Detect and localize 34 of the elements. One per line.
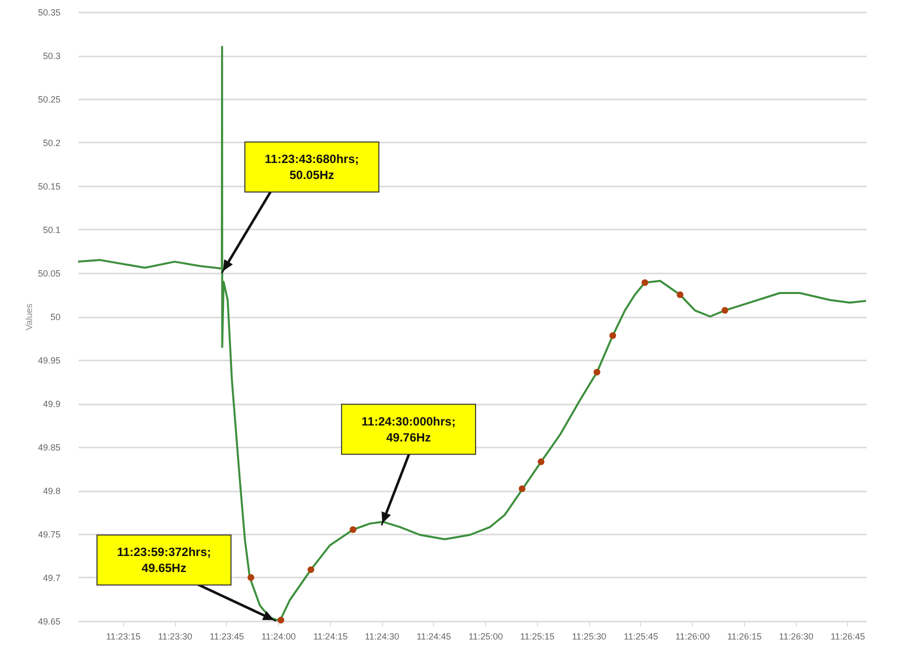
x-tick-label: 11:24:45 bbox=[416, 632, 452, 642]
x-tick-label: 11:25:30 bbox=[572, 632, 606, 642]
y-tick-label: 50 bbox=[50, 312, 60, 322]
x-tick-label: 11:24:15 bbox=[313, 632, 348, 642]
x-tick-label: 11:26:15 bbox=[727, 632, 762, 642]
y-tick-label: 49.65 bbox=[38, 616, 60, 626]
x-tick-label: 11:23:15 bbox=[106, 632, 141, 642]
x-tick-label: 11:24:00 bbox=[261, 632, 296, 642]
y-tick-label: 50.1 bbox=[42, 225, 60, 235]
x-tick-label: 11:26:45 bbox=[830, 632, 866, 642]
x-tick-label: 11:23:45 bbox=[210, 632, 244, 642]
y-tick-label: 50.15 bbox=[38, 182, 60, 192]
annotation: 11:24:30:000hrs; 49.76Hz bbox=[362, 414, 456, 444]
annotation: 11:23:43:680hrs; 50.05Hz bbox=[264, 152, 359, 182]
y-tick-label: 49.95 bbox=[38, 356, 60, 366]
y-tick-label: 49.7 bbox=[42, 573, 60, 583]
y-tick-label: 50.05 bbox=[38, 268, 60, 278]
y-tick-label: 50.35 bbox=[38, 8, 60, 18]
annotation: 11:23:59:372hrs; 49.65Hz bbox=[116, 545, 212, 575]
y-tick-label: 50.25 bbox=[38, 94, 60, 104]
x-tick-label: 11:26:30 bbox=[779, 632, 814, 642]
x-tick-label: 11:25:45 bbox=[624, 632, 658, 642]
y-tick-label: 49.75 bbox=[38, 530, 60, 540]
y-tick-label: 50.3 bbox=[42, 51, 60, 61]
x-tick-label: 11:23:30 bbox=[158, 632, 192, 642]
x-tick-label: 11:25:00 bbox=[468, 632, 503, 642]
y-tick-label: 50.2 bbox=[42, 138, 60, 148]
y-axis-title: Values bbox=[24, 303, 34, 330]
x-tick-label: 11:26:00 bbox=[675, 632, 710, 642]
x-tick-label: 11:24:30 bbox=[364, 632, 400, 642]
y-tick-label: 49.8 bbox=[42, 486, 60, 496]
y-tick-label: 49.85 bbox=[38, 442, 60, 452]
y-tick-label: 49.9 bbox=[42, 399, 60, 409]
x-tick-label: 11:25:15 bbox=[520, 632, 555, 642]
